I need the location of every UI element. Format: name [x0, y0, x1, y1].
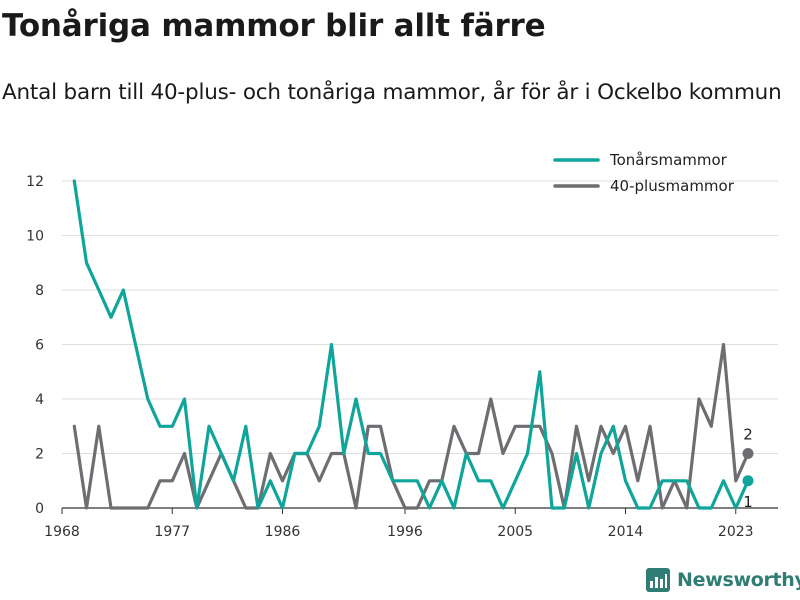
series-lines: 21	[72, 179, 754, 511]
end-point-40-plusmammor	[742, 448, 754, 459]
chart-title: Tonåriga mammor blir allt färre	[2, 8, 546, 44]
legend-label-ton-rsmammor: Tonårsmammor	[609, 151, 728, 169]
y-tick-label: 2	[35, 447, 44, 463]
y-tick-label: 6	[35, 338, 44, 354]
legend-label-40-plusmammor: 40-plusmammor	[610, 177, 735, 195]
end-label-40-plusmammor: 2	[743, 426, 753, 444]
y-tick-label: 10	[26, 229, 44, 245]
legend: Tonårsmammor 40-plusmammor	[553, 151, 735, 195]
y-tick-label: 8	[35, 283, 44, 299]
x-axis: 1968 1977 1986 1996 2005 2014 2023	[44, 508, 754, 540]
newsworthy-logo-text: Newsworthy	[677, 569, 800, 591]
end-label-ton-rsmammor: 1	[743, 493, 753, 511]
x-tick-label: 1968	[44, 524, 80, 540]
x-tick-label: 2023	[718, 524, 754, 540]
x-tick-label: 2014	[608, 524, 644, 540]
newsworthy-chart-icon	[646, 568, 670, 592]
x-tick-label: 1996	[387, 524, 423, 540]
series-line-40-plusmammor	[72, 342, 750, 510]
y-tick-label: 12	[26, 174, 44, 190]
y-axis-ticks: 0 2 4 6 8 10 12	[26, 174, 44, 517]
x-tick-label: 1977	[154, 524, 190, 540]
y-tick-label: 4	[35, 392, 44, 408]
newsworthy-logo: Newsworthy	[646, 568, 800, 592]
y-tick-label: 0	[35, 501, 44, 517]
end-point-ton-rsmammor	[742, 475, 754, 487]
series-line-ton-rsmammor	[72, 179, 750, 510]
x-tick-label: 2005	[497, 524, 533, 540]
gridlines	[62, 180, 778, 509]
chart-subtitle: Antal barn till 40-plus- och tonåriga ma…	[2, 80, 782, 105]
x-tick-label: 1986	[265, 524, 301, 540]
